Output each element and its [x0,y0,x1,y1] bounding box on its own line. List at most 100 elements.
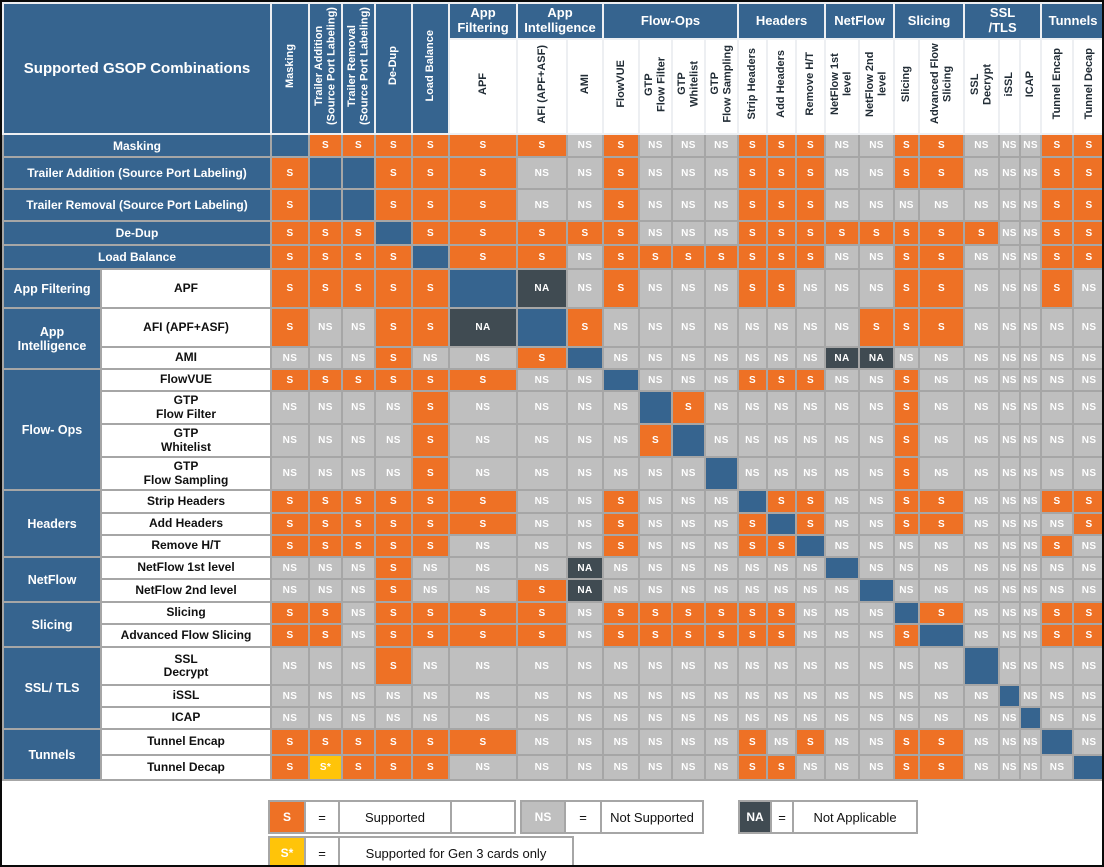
matrix-cell: NS [824,728,861,756]
matrix-cell: NS [963,268,1001,309]
matrix-cell: NS [566,268,604,309]
matrix-cell: NS [516,390,568,425]
matrix-cell: NS [824,578,861,603]
matrix-cell: S [1040,623,1075,648]
matrix-cell: S [341,512,376,536]
matrix-cell: NS [998,556,1022,580]
matrix-cell: NS [918,456,966,491]
matrix-cell: NS [1040,368,1075,392]
matrix-cell: S [795,220,827,246]
legend-row-not-supported: NS = Not Supported [520,800,704,834]
matrix-cell: NS [963,368,1001,392]
matrix-cell: S [516,346,568,370]
column-header-label: Add Headers [775,50,788,118]
matrix-cell: NS [602,684,640,708]
matrix-cell: NS [1019,601,1043,625]
matrix-cell: NS [795,623,827,648]
matrix-cell: NS [703,706,740,730]
matrix-cell: NS [963,188,1001,222]
matrix-cell: NS [671,268,706,309]
matrix-cell: S [918,268,966,309]
matrix-cell: NS [602,346,640,370]
column-group-header: App Intelligence [516,2,604,40]
matrix-cell: NS [374,423,413,458]
matrix-cell: NS [858,646,896,686]
matrix-cell: S [795,133,827,158]
column-header: Trailer Addition (Source Port Labeling) [308,2,343,135]
matrix-cell: NS [795,307,827,348]
matrix-cell: S [893,244,921,270]
matrix-cell: NS [638,268,673,309]
matrix-cell: NS [703,578,740,603]
matrix-cell: NS [963,556,1001,580]
matrix-cell: NS [858,623,896,648]
matrix-cell: S [893,623,921,648]
matrix-cell: NS [1019,220,1043,246]
matrix-cell: S [795,188,827,222]
matrix-cell: S [602,601,640,625]
matrix-cell: S [963,220,1001,246]
matrix-cell: NS [341,623,376,648]
matrix-cell: S [766,534,798,558]
matrix-cell: NS [737,456,769,491]
matrix-cell: S [766,156,798,190]
matrix-cell: NS [893,346,921,370]
matrix-cell: NS [270,456,310,491]
matrix-cell: S [341,368,376,392]
row-header: NetFlow 2nd level [100,578,272,603]
matrix-cell: NS [516,512,568,536]
matrix-cell: S [448,220,518,246]
matrix-cell: NS [963,754,1001,781]
matrix-cell: NS [858,684,896,708]
matrix-cell: S [737,601,769,625]
matrix-cell: NS [824,512,861,536]
row-header: AFI (APF+ASF) [100,307,272,348]
matrix-cell: S [516,623,568,648]
matrix-cell: NS [566,456,604,491]
legend-equals: = [770,800,794,834]
matrix-cell [963,646,1001,686]
matrix-cell: S [766,623,798,648]
matrix-cell: NS [516,456,568,491]
matrix-cell [448,268,518,309]
matrix-cell: NS [1072,423,1102,458]
row-header: ICAP [100,706,272,730]
matrix-cell: S [737,728,769,756]
matrix-cell: NS [516,646,568,686]
matrix-cell: NS [998,728,1022,756]
row-header: Trailer Addition (Source Port Labeling) [2,156,272,190]
matrix-cell: S [602,623,640,648]
matrix-cell: NS [1072,534,1102,558]
column-group-header: Tunnels [1040,2,1102,40]
matrix-cell: NS [795,268,827,309]
row-header: Strip Headers [100,489,272,514]
matrix-cell: S [893,489,921,514]
matrix-cell: S [918,754,966,781]
matrix-cell: NS [795,578,827,603]
matrix-cell: S [411,307,450,348]
matrix-cell: NS [671,728,706,756]
column-group-header: Slicing [893,2,966,40]
column-header-label: NetFlow 2nd level [863,51,889,117]
matrix-cell: NS [918,706,966,730]
matrix-cell: S [374,244,413,270]
matrix-cell: NS [602,578,640,603]
column-group-header: NetFlow [824,2,896,40]
matrix-cell: NS [1072,368,1102,392]
matrix-cell: NS [1072,684,1102,708]
matrix-cell: NS [1019,489,1043,514]
matrix-cell: NS [671,489,706,514]
matrix-cell: NS [602,307,640,348]
matrix-cell: NS [602,456,640,491]
matrix-cell: NS [1019,456,1043,491]
matrix-cell: S [737,368,769,392]
matrix-cell: NS [737,578,769,603]
matrix-cell: NS [448,754,518,781]
matrix-cell: NS [1040,578,1075,603]
matrix-cell: S [671,601,706,625]
matrix-cell: S [270,268,310,309]
column-header: ICAP [1019,38,1043,135]
column-header-label: AMI [578,73,591,95]
matrix-cell: S [374,534,413,558]
